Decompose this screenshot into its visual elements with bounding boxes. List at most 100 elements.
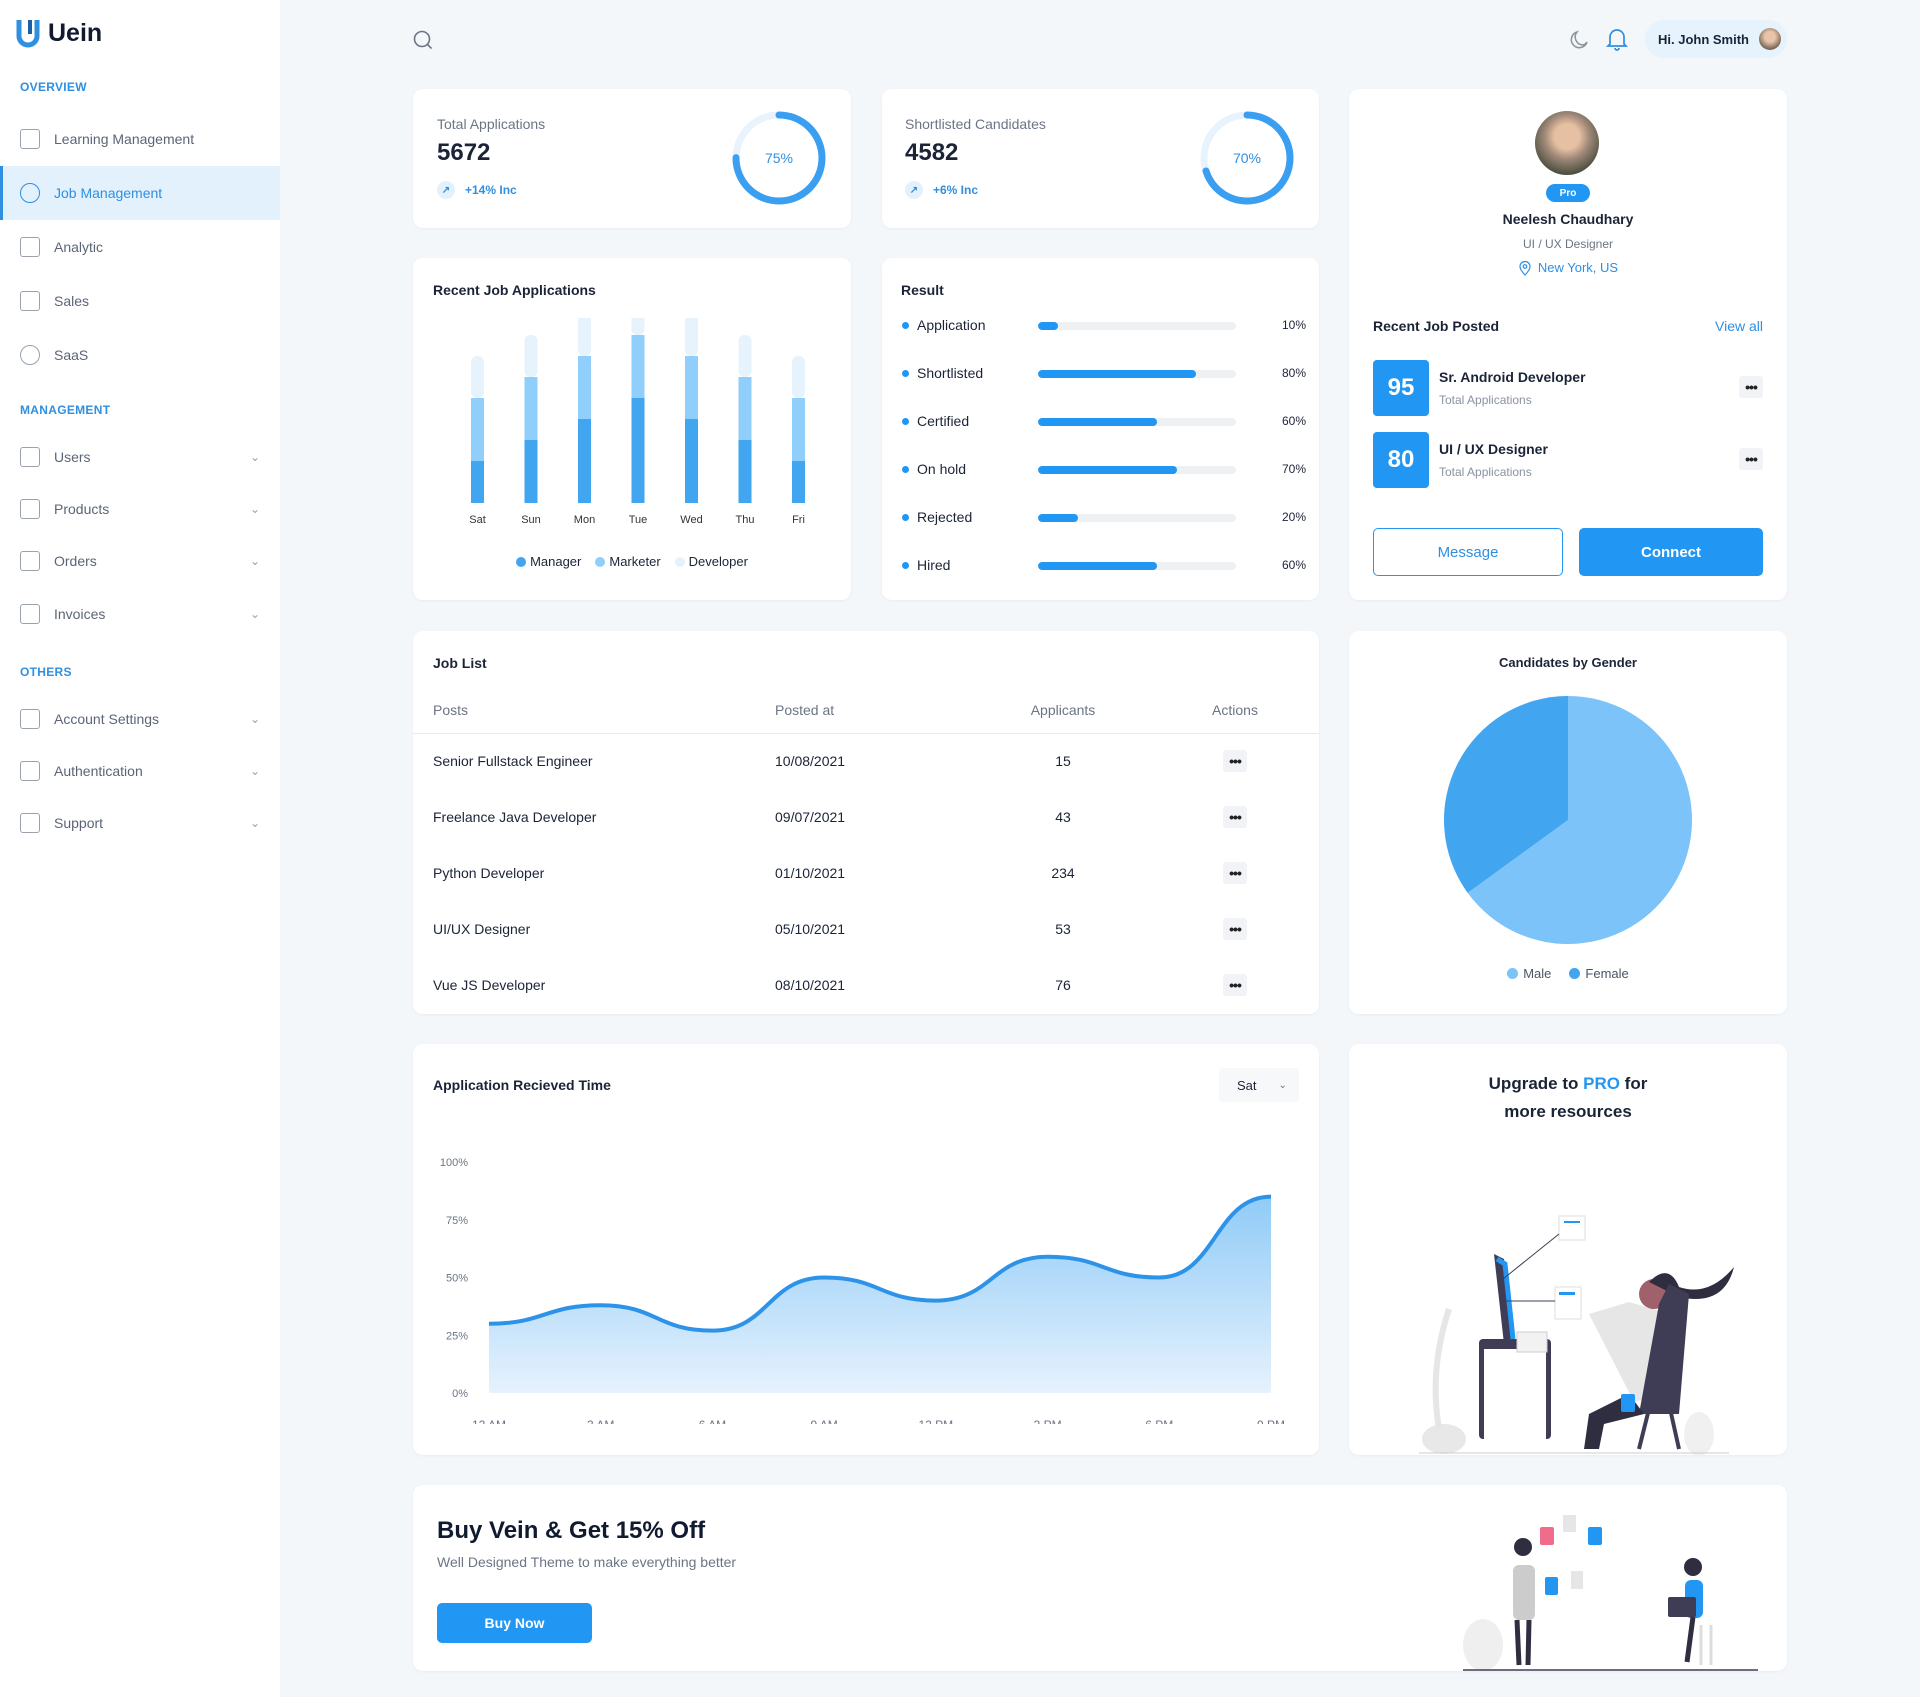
stat-value: 4582 — [905, 139, 959, 166]
more-options-icon[interactable]: ••• — [1739, 448, 1763, 470]
result-row: Application 10% — [902, 316, 1306, 336]
x-tick-label: Thu — [736, 514, 755, 526]
chevron-down-icon: ⌄ — [249, 554, 260, 568]
section-overview: OVERVIEW — [20, 80, 87, 94]
bar-developer-tue — [631, 318, 645, 335]
day-select[interactable]: Sat ⌄ — [1219, 1068, 1299, 1102]
grid-icon — [20, 129, 40, 149]
y-tick-label: 75% — [446, 1215, 468, 1227]
sidebar-item-invoices[interactable]: Invoices ⌄ — [0, 587, 280, 641]
sidebar-item-label: Support — [54, 815, 104, 831]
y-tick-label: 100% — [440, 1157, 468, 1169]
sidebar-item-analytic[interactable]: Analytic — [0, 220, 280, 274]
notification-bell-icon[interactable] — [1606, 27, 1628, 51]
progress-track — [1038, 562, 1236, 570]
sidebar-item-learning-management[interactable]: Learning Management — [0, 112, 280, 166]
bar-manager-thu — [738, 440, 752, 503]
pie-chart — [1444, 696, 1692, 944]
cell-date: 08/10/2021 — [775, 977, 846, 993]
user-avatar — [1759, 28, 1781, 50]
headset-icon — [20, 813, 40, 833]
dark-mode-moon-icon[interactable] — [1568, 29, 1590, 51]
card-title: Recent Job Applications — [433, 282, 596, 298]
sidebar-item-authentication[interactable]: Authentication ⌄ — [0, 744, 280, 798]
more-options-icon[interactable]: ••• — [1223, 974, 1247, 996]
bar-marketer-wed — [685, 356, 698, 419]
upgrade-post: for — [1619, 1074, 1648, 1093]
card-title: Candidates by Gender — [1499, 655, 1637, 670]
col-actions: Actions — [1212, 701, 1258, 718]
bullet-dot — [902, 514, 909, 521]
legend-dot — [674, 556, 685, 567]
result-label: Application — [917, 317, 986, 333]
more-options-icon[interactable]: ••• — [1223, 862, 1247, 884]
cell-applicants: 53 — [1055, 921, 1071, 937]
working-woman-illustration — [1419, 1215, 1734, 1455]
recent-job-posted-title: Recent Job Posted — [1373, 318, 1500, 334]
posted-job-item[interactable]: 95 Sr. Android Developer Total Application… — [1373, 360, 1763, 416]
x-tick-label: 9 PM — [1257, 1418, 1285, 1424]
bar-developer-fri — [792, 356, 805, 398]
connect-button[interactable]: Connect — [1579, 528, 1763, 576]
bar-manager-tue — [631, 398, 645, 503]
cell-post: Python Developer — [433, 865, 545, 881]
legend-dot — [516, 556, 527, 567]
sidebar-item-products[interactable]: Products ⌄ — [0, 482, 280, 536]
buy-now-button[interactable]: Buy Now — [437, 1603, 592, 1643]
sidebar-item-users[interactable]: Users ⌄ — [0, 430, 280, 484]
cell-post: Senior Fullstack Engineer — [433, 753, 593, 770]
sidebar-item-label: Account Settings — [54, 711, 160, 727]
job-count-badge: 95 — [1373, 360, 1429, 416]
bar-manager-mon — [578, 419, 591, 503]
logo[interactable]: Uein — [16, 18, 102, 48]
search-icon[interactable] — [412, 29, 434, 51]
sidebar-item-label: Analytic — [54, 239, 104, 255]
recent-job-applications-card: Recent Job Applications Sat Sun Mon Tue Wed T… — [413, 258, 851, 600]
bar-manager-sun — [524, 440, 538, 503]
application-received-time-card: Application Recieved Time Sat ⌄ 100% 75% 50… — [413, 1044, 1319, 1455]
col-posted-at: Posted at — [775, 701, 835, 718]
area-line — [488, 1194, 1272, 1333]
more-options-icon[interactable]: ••• — [1223, 750, 1247, 773]
sidebar-item-account-settings[interactable]: Account Settings ⌄ — [0, 692, 280, 746]
cell-date: 09/07/2021 — [775, 809, 846, 825]
sidebar-item-label: Learning Management — [54, 131, 195, 147]
bullet-dot — [902, 418, 909, 425]
cell-applicants: 15 — [1055, 753, 1071, 770]
bar-marketer-sat — [471, 398, 484, 461]
x-tick-label: Wed — [680, 514, 702, 526]
x-tick-label: 3 AM — [587, 1418, 614, 1424]
day-select-value: Sat — [1237, 1077, 1257, 1093]
result-percent: 10% — [1281, 318, 1306, 332]
progress-track — [1038, 418, 1236, 426]
sidebar-item-label: Products — [54, 501, 110, 517]
legend-label: Manager — [530, 554, 582, 569]
legend-item: Female — [1569, 966, 1629, 981]
sidebar-item-job-management[interactable]: Job Management — [0, 166, 280, 220]
stat-title: Shortlisted Candidates — [905, 116, 1046, 132]
profile-avatar — [1535, 111, 1599, 175]
progress-ring: 75% — [732, 111, 826, 205]
posted-job-item[interactable]: 80 UI / UX Designer Total Applications ••• — [1373, 432, 1763, 488]
sidebar-item-support[interactable]: Support ⌄ — [0, 796, 280, 850]
user-menu[interactable]: Hi. John Smith — [1645, 20, 1787, 58]
sidebar-item-orders[interactable]: Orders ⌄ — [0, 534, 280, 588]
sidebar-item-saas[interactable]: SaaS — [0, 328, 280, 382]
area-fill — [489, 1196, 1271, 1393]
cell-applicants: 76 — [1055, 977, 1071, 993]
message-button[interactable]: Message — [1373, 528, 1563, 576]
x-tick-label: 12 AM — [472, 1418, 506, 1424]
upgrade-text: Upgrade to PRO for more resources — [1349, 1070, 1787, 1126]
sidebar-item-sales[interactable]: Sales — [0, 274, 280, 328]
bar-marketer-sun — [524, 377, 538, 440]
sidebar-item-label: Invoices — [54, 606, 106, 622]
more-options-icon[interactable]: ••• — [1223, 918, 1247, 940]
cell-date: 10/08/2021 — [775, 753, 846, 770]
upgrade-line2: more resources — [1504, 1102, 1632, 1121]
cell-post: Freelance Java Developer — [433, 809, 597, 825]
col-applicants: Applicants — [1030, 701, 1096, 718]
more-options-icon[interactable]: ••• — [1739, 376, 1763, 398]
result-row: Certified 60% — [902, 412, 1306, 432]
view-all-link[interactable]: View all — [1715, 318, 1763, 334]
more-options-icon[interactable]: ••• — [1223, 806, 1247, 828]
